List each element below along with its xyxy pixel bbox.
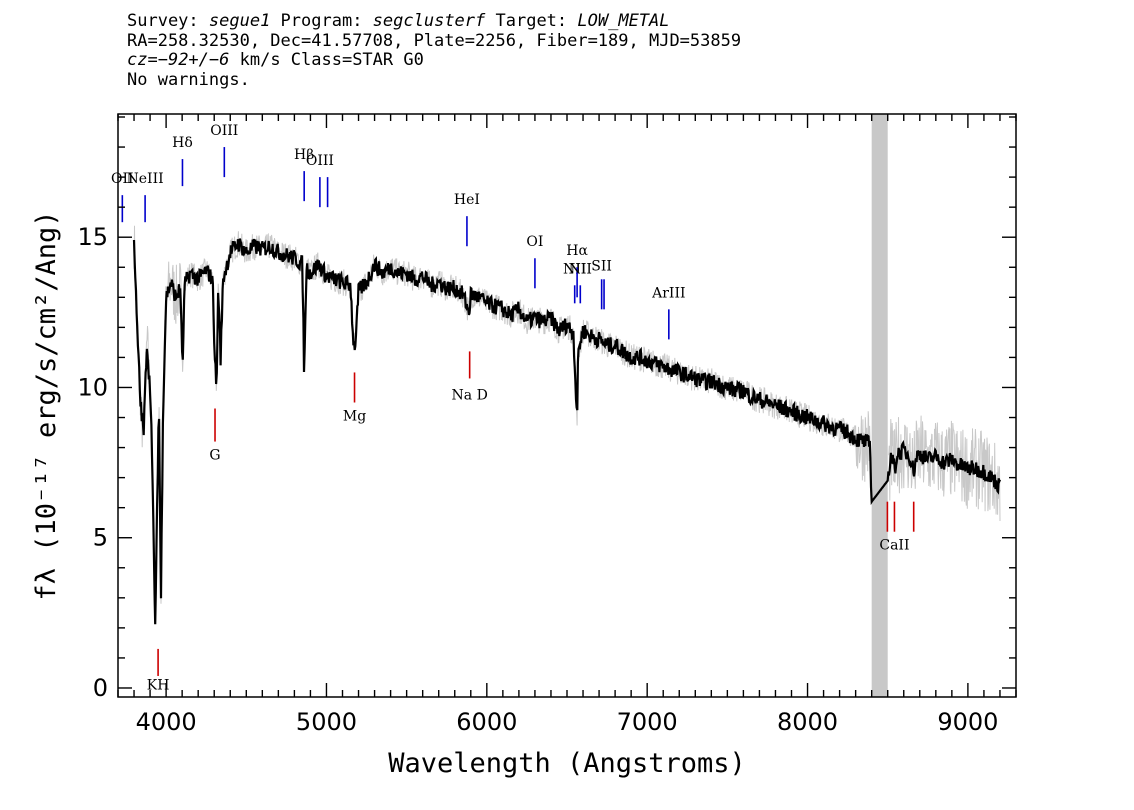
y-tick-label: 15 — [77, 223, 108, 251]
header-line-survey: Survey: segue1 Program: segclusterf Targ… — [127, 11, 741, 32]
line-label-12: OIII — [306, 153, 334, 169]
x-tick-label: 8000 — [777, 708, 838, 736]
header-line-coordinates: RA=258.32530, Dec=41.57708, Plate=2256, … — [127, 30, 742, 51]
header-line-redshift: cz=−92+/−6 km/s Class=STAR G0 — [127, 50, 741, 71]
line-label-16: NII — [563, 261, 586, 277]
y-tick-label: 0 — [93, 674, 108, 702]
x-tick-label: 7000 — [617, 708, 678, 736]
flux-trace — [133, 225, 1001, 622]
line-label-15: OI — [526, 234, 543, 250]
program-value: segclusterf — [372, 11, 486, 31]
model-spectrum-line — [132, 238, 1002, 625]
x-tick-label: 9000 — [937, 708, 998, 736]
line-label-18: NII — [569, 261, 592, 277]
flux-noise-series — [133, 225, 1001, 622]
x-axis-label: Wavelength (Angstroms) — [388, 748, 746, 779]
masked-region — [871, 114, 888, 697]
line-label-1: G — [209, 448, 220, 464]
line-label-0: KH — [147, 677, 170, 693]
survey-value: segue1 — [208, 11, 271, 31]
line-label-3: Na D — [452, 387, 488, 403]
y-axis-label: fλ (10⁻¹⁷ erg/s/cm²/Ang) — [31, 210, 62, 600]
axis-ticks: 4000 5000 6000 7000 8000 9000 0 5 10 15 — [77, 114, 1017, 736]
x-tick-label: 6000 — [456, 708, 517, 736]
target-value: LOW_METAL — [577, 11, 670, 31]
line-label-17: Hα — [566, 243, 588, 259]
line-label-10: OIII — [210, 123, 238, 139]
program-label: Program: — [270, 11, 373, 31]
spectrum-header: Survey: segue1 Program: segclusterf Targ… — [127, 11, 742, 90]
line-label-2: Mg — [343, 409, 366, 425]
line-label-7: OII — [111, 171, 134, 187]
line-label-9: Hδ — [172, 135, 193, 151]
line-label-4: CaII — [879, 538, 909, 554]
line-label-8: NeIII — [127, 171, 164, 187]
cz-value: =−92+/−6 — [147, 50, 230, 70]
header-line-warnings: No warnings. — [127, 69, 250, 90]
line-label-11: Hβ — [294, 147, 314, 163]
line-label-19: SII — [591, 258, 612, 274]
class-text: km/s Class=STAR G0 — [229, 50, 424, 70]
line-label-14: HeI — [454, 192, 480, 208]
x-tick-label: 5000 — [296, 708, 357, 736]
x-tick-label: 4000 — [136, 708, 197, 736]
y-tick-label: 5 — [93, 524, 108, 552]
line-label-21: ArIII — [651, 285, 685, 301]
y-tick-label: 10 — [77, 373, 108, 401]
target-label: Target: — [485, 11, 578, 31]
cz-label: cz — [127, 50, 148, 70]
survey-label: Survey: — [127, 11, 209, 31]
